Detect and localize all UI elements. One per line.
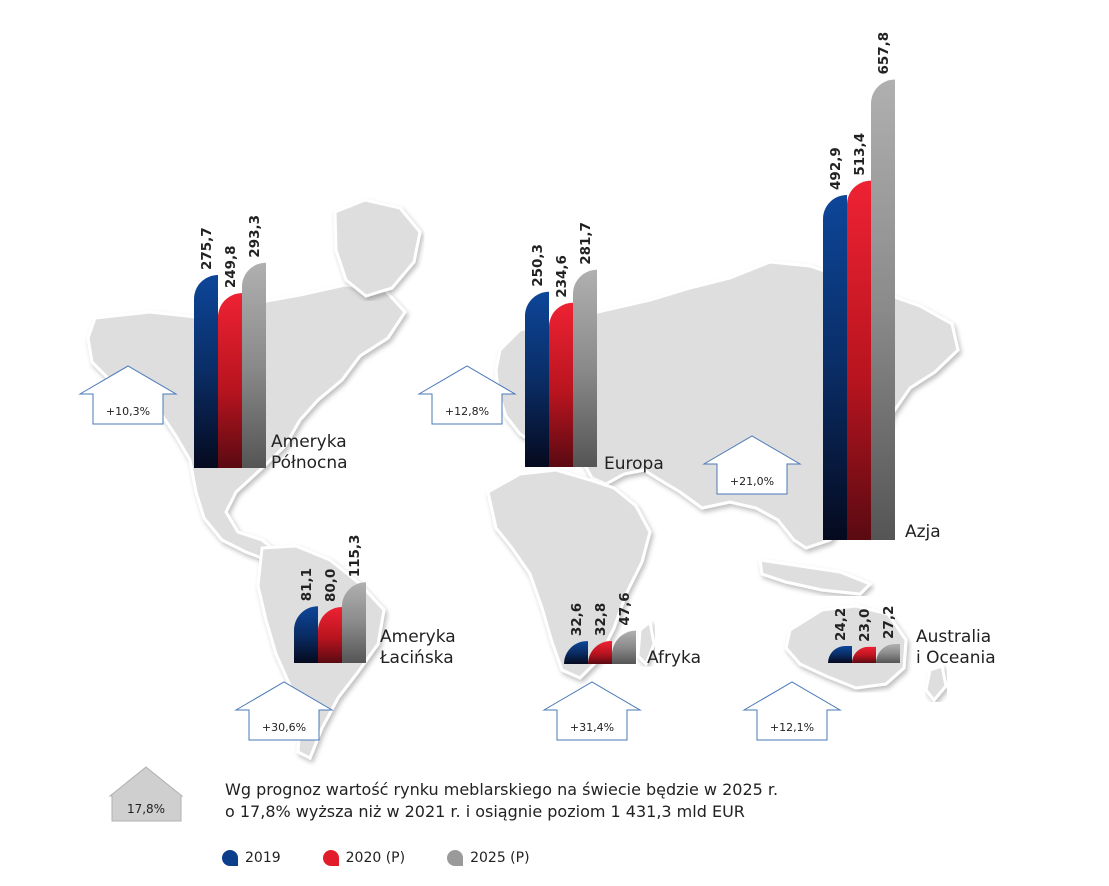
- footnote-line-1: Wg prognoz wartość rynku meblarskiego na…: [225, 780, 779, 799]
- bar-north_america-2025P: [242, 262, 266, 468]
- growth-arrow-icon: [417, 365, 517, 425]
- bar-europe-2019: [525, 291, 549, 467]
- value-label: 32,6: [569, 603, 585, 636]
- value-label: 47,6: [617, 592, 633, 625]
- legend-swatch: [222, 850, 238, 866]
- value-label: 275,7: [199, 227, 215, 270]
- value-label: 32,8: [593, 603, 609, 636]
- value-label: 234,6: [554, 255, 570, 298]
- region-label-north-america: Ameryka Północna: [271, 432, 348, 474]
- bar-north_america-2019: [194, 275, 218, 468]
- bar-latin_america-2025P: [342, 582, 366, 663]
- value-label: 250,3: [530, 244, 546, 287]
- summary-growth-arrow-icon: 17,8%: [108, 766, 184, 822]
- value-label: 281,7: [578, 222, 594, 265]
- region-label-latin-america: Ameryka Łacińska: [380, 627, 456, 669]
- region-label-line: Północna: [271, 453, 348, 473]
- bar-africa-2025P: [612, 630, 636, 664]
- bar-africa-2019: [564, 641, 588, 664]
- value-label: 293,3: [247, 215, 263, 258]
- bar-europe-2025P: [573, 269, 597, 467]
- value-label: 492,9: [828, 147, 844, 190]
- growth-arrow-icon: [234, 681, 334, 741]
- region-label-line: Ameryka: [271, 432, 347, 452]
- growth-label: +12,1%: [770, 721, 814, 734]
- map-indonesia: [758, 558, 873, 596]
- map-new-zealand: [924, 664, 948, 703]
- region-label-line: Afryka: [647, 648, 702, 668]
- growth-label: +12,8%: [445, 405, 489, 418]
- growth-arrow-icon: [742, 681, 842, 741]
- region-label-line: Azja: [905, 522, 941, 542]
- bar-europe-2020P: [549, 302, 573, 467]
- map-greenland: [333, 198, 422, 298]
- bar-africa-2020P: [587, 641, 612, 664]
- legend-label: 2025 (P): [470, 850, 530, 866]
- region-label-asia: Azja: [905, 522, 941, 543]
- region-label-line: Ameryka: [380, 627, 456, 647]
- bar-oceania-2020P: [852, 646, 876, 663]
- bar-asia-2020P: [847, 180, 871, 540]
- summary-growth-value: 17,8%: [127, 802, 165, 816]
- legend-item-2020: 2020 (P): [322, 850, 406, 866]
- map-africa: [486, 468, 652, 680]
- growth-label: +31,4%: [570, 721, 614, 734]
- growth-arrow-icon: [78, 365, 178, 425]
- value-label: 23,0: [857, 609, 873, 642]
- value-label: 657,8: [876, 32, 892, 75]
- legend-label: 2019: [245, 850, 281, 866]
- bar-asia-2019: [823, 194, 847, 540]
- legend-swatch: [447, 850, 464, 866]
- value-label: 27,2: [881, 606, 897, 639]
- bar-north_america-2020P: [218, 293, 242, 468]
- bar-oceania-2025P: [876, 643, 900, 663]
- bar-latin_america-2019: [294, 606, 318, 663]
- region-label-line: Łacińska: [380, 648, 454, 668]
- value-label: 80,0: [323, 569, 339, 602]
- growth-arrow-icon: [542, 681, 642, 741]
- bar-asia-2025P: [871, 79, 895, 540]
- region-label-line: i Oceania: [916, 648, 996, 668]
- value-label: 249,8: [223, 245, 239, 288]
- value-label: 115,3: [347, 535, 363, 578]
- footnote-line-2: o 17,8% wyższa niż w 2021 r. i osiągnie …: [225, 802, 745, 821]
- region-label-africa: Afryka: [647, 648, 701, 669]
- legend-swatch: [322, 850, 339, 866]
- growth-label: +30,6%: [262, 721, 306, 734]
- legend-label: 2020 (P): [345, 850, 406, 866]
- region-label-line: Europa: [604, 454, 664, 474]
- value-label: 24,2: [833, 608, 849, 641]
- region-label-oceania: Australia i Oceania: [916, 627, 996, 669]
- legend: 2019 2020 (P) 2025 (P): [222, 850, 572, 866]
- growth-arrow-icon: [702, 435, 802, 495]
- legend-item-2019: 2019: [222, 850, 281, 866]
- map-madagascar: [636, 619, 656, 667]
- value-label: 81,1: [299, 568, 315, 601]
- value-label: 513,4: [852, 133, 868, 176]
- bar-oceania-2019: [828, 646, 852, 663]
- legend-item-2025: 2025 (P): [447, 850, 530, 866]
- region-label-europe: Europa: [604, 454, 664, 475]
- growth-arrows: +10,3% +12,8% +21,0% +30,6% +31,4% +12,1%: [78, 365, 842, 741]
- bars-layer: 275,7 249,8 293,3 250,3 234,6 281,7 492,9 513,4…: [194, 32, 900, 664]
- footnote: Wg prognoz wartość rynku meblarskiego na…: [225, 779, 778, 823]
- growth-label: +10,3%: [106, 405, 150, 418]
- bar-latin_america-2020P: [318, 607, 342, 663]
- growth-label: +21,0%: [730, 475, 774, 488]
- region-label-line: Australia: [916, 627, 992, 647]
